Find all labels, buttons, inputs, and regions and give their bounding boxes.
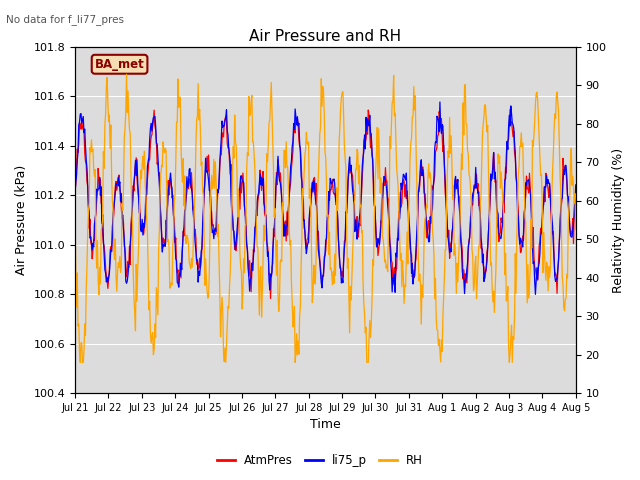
Text: BA_met: BA_met <box>95 58 145 71</box>
X-axis label: Time: Time <box>310 419 340 432</box>
Y-axis label: Relativity Humidity (%): Relativity Humidity (%) <box>612 147 625 293</box>
Legend: AtmPres, li75_p, RH: AtmPres, li75_p, RH <box>212 449 428 472</box>
Y-axis label: Air Pressure (kPa): Air Pressure (kPa) <box>15 165 28 275</box>
Text: No data for f_li77_pres: No data for f_li77_pres <box>6 14 124 25</box>
Title: Air Pressure and RH: Air Pressure and RH <box>250 29 401 44</box>
